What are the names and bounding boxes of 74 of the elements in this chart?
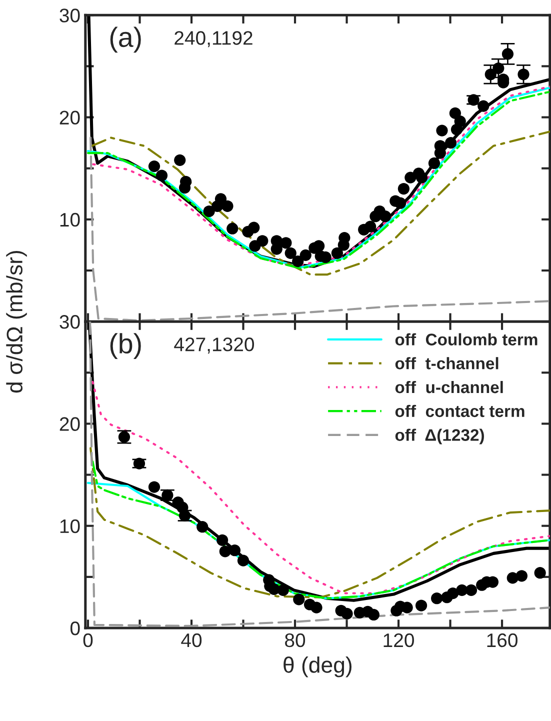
point	[256, 235, 268, 247]
x-tick-label: 0	[83, 633, 93, 648]
point	[196, 521, 208, 533]
point	[341, 608, 353, 620]
annotation: (b)	[110, 333, 141, 360]
point	[416, 172, 428, 184]
point	[248, 222, 260, 234]
point	[228, 544, 241, 556]
y-tick-label: 20	[60, 110, 80, 125]
point	[380, 210, 392, 222]
y-tick-label: 20	[60, 417, 80, 431]
point	[394, 197, 406, 209]
y-tick-label: 10	[60, 212, 80, 227]
point	[492, 62, 504, 74]
point	[465, 584, 478, 596]
y-axis-title: d σ/dΩ (mb/sr)	[6, 250, 27, 393]
point	[364, 220, 376, 232]
point	[222, 200, 234, 212]
line-series	[90, 130, 550, 276]
x-tick-label: 120	[384, 633, 414, 648]
point	[270, 243, 282, 255]
point	[156, 170, 168, 182]
point	[313, 240, 325, 252]
legend-label: off t-channel	[395, 357, 498, 370]
point	[216, 534, 228, 546]
point	[293, 594, 305, 606]
point	[300, 249, 312, 261]
point	[444, 137, 457, 149]
annotation: 240,1192	[174, 31, 252, 48]
point	[277, 584, 289, 596]
annotation: 427,1320	[174, 338, 254, 354]
point	[436, 124, 448, 136]
y-tick-label: 10	[60, 519, 80, 534]
x-tick-label: 40	[181, 633, 202, 648]
point	[203, 205, 215, 218]
x-axis-title: θ (deg)	[284, 656, 352, 678]
point	[415, 600, 428, 612]
legend-label: off Δ(1232)	[395, 428, 484, 444]
point	[292, 255, 304, 268]
point	[214, 193, 227, 205]
point	[398, 182, 410, 195]
point	[516, 570, 528, 582]
x-tick-label: 80	[285, 633, 306, 648]
point	[174, 154, 186, 166]
y-tick-label: 0	[70, 621, 80, 636]
y-tick-label: 30	[60, 315, 80, 329]
point	[331, 247, 343, 259]
point	[484, 68, 496, 80]
line-series	[90, 136, 550, 322]
point	[148, 481, 160, 493]
point	[280, 237, 292, 249]
point	[454, 116, 466, 128]
point	[226, 222, 238, 234]
line-series	[92, 380, 550, 594]
point	[502, 48, 514, 60]
point	[284, 247, 296, 259]
legend-label: off u-channel	[395, 380, 503, 394]
annotation: (a)	[110, 26, 141, 53]
point	[478, 100, 490, 112]
point	[518, 68, 530, 80]
legend-label: off contact term	[395, 404, 524, 418]
point	[310, 602, 322, 614]
point	[431, 592, 443, 604]
point	[428, 157, 440, 170]
point	[447, 587, 459, 600]
point	[534, 567, 546, 579]
point	[148, 160, 160, 172]
point	[237, 554, 250, 566]
point	[219, 546, 231, 558]
legend-label: off Coulomb term	[395, 333, 538, 346]
point	[401, 602, 413, 614]
y-tick-label: 30	[60, 8, 80, 22]
point	[368, 608, 380, 621]
x-tick-label: 160	[487, 633, 518, 648]
